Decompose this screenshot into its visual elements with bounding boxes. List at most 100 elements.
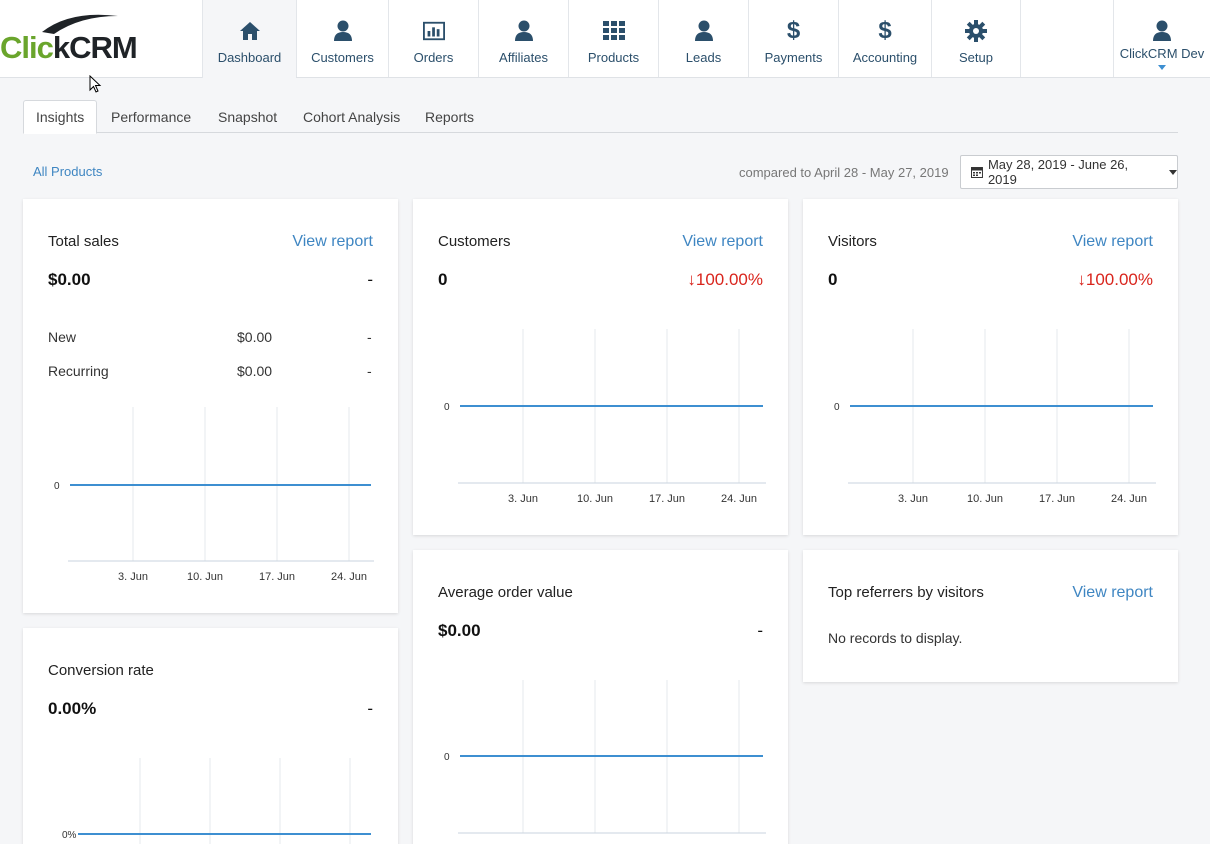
arrow-down-icon: ↓: [1077, 270, 1086, 289]
date-range-picker[interactable]: May 28, 2019 - June 26, 2019: [960, 155, 1178, 189]
clickcrm-logo[interactable]: ClickCRM: [0, 12, 200, 65]
card-value: $0.00: [48, 270, 91, 289]
nav-leads[interactable]: Leads: [658, 0, 748, 77]
tab-cohort-analysis[interactable]: Cohort Analysis: [303, 109, 401, 125]
nav-orders[interactable]: Orders: [388, 0, 478, 77]
row-label-new: New: [48, 329, 77, 345]
nav-label: Leads: [685, 50, 722, 65]
visitors-card: Visitors View report 0 ↓100.00% 0 3. Jun 1…: [803, 199, 1178, 535]
nav-label: Products: [587, 50, 640, 65]
nav-label: Dashboard: [217, 50, 282, 65]
user-icon: [332, 20, 354, 42]
insights-tabs: Insights Performance Snapshot Cohort Ana…: [23, 100, 1178, 134]
mouse-cursor-icon: [89, 75, 102, 93]
logo-text-crm: CRM: [69, 30, 138, 65]
x-tick-label: 3. Jun: [898, 493, 928, 505]
logo-text-k: k: [52, 30, 70, 65]
view-report-link[interactable]: View report: [1072, 233, 1153, 250]
customers-chart: 0 3. Jun 10. Jun 17. Jun 24. Jun: [444, 329, 766, 505]
card-value: 0: [828, 270, 838, 289]
card-value: $0.00: [438, 621, 481, 640]
view-report-link[interactable]: View report: [292, 233, 373, 250]
all-products-link[interactable]: All Products: [33, 164, 103, 179]
card-change: -: [367, 270, 373, 289]
user-icon: [1152, 20, 1172, 42]
card-change: -: [757, 621, 763, 640]
y-tick-label: 0: [834, 402, 840, 413]
x-tick-label: 24. Jun: [1111, 493, 1147, 505]
card-title: Top referrers by visitors: [828, 584, 984, 601]
nav-label: Affiliates: [499, 50, 548, 65]
tab-performance[interactable]: Performance: [111, 109, 192, 125]
card-title: Visitors: [828, 233, 877, 250]
top-referrers-card: Top referrers by visitors View report No…: [803, 550, 1178, 682]
chevron-down-icon: [1158, 65, 1166, 70]
aov-chart: 0: [444, 680, 766, 834]
x-tick-label: 24. Jun: [331, 571, 367, 583]
top-navbar: ClickCRM Dashboard Customers Orders Affi…: [0, 0, 1210, 78]
x-tick-label: 17. Jun: [1039, 493, 1075, 505]
row-value-recurring: $0.00: [237, 363, 273, 379]
card-change: ↓100.00%: [687, 270, 763, 289]
visitors-chart: 0 3. Jun 10. Jun 17. Jun 24. Jun: [834, 329, 1156, 505]
user-menu[interactable]: ClickCRM Dev: [1113, 0, 1210, 77]
gear-icon: [965, 20, 987, 42]
nav-accounting[interactable]: $ Accounting: [838, 0, 931, 77]
y-tick-label: 0: [54, 481, 60, 492]
home-icon: [239, 20, 261, 42]
nav-payments[interactable]: $ Payments: [748, 0, 838, 77]
y-tick-label: 0: [444, 752, 450, 763]
x-tick-label: 17. Jun: [259, 571, 295, 583]
nav-products[interactable]: Products: [568, 0, 658, 77]
nav-label: Customers: [311, 50, 374, 65]
y-tick-label: 0%: [62, 830, 77, 841]
row-change-new: -: [367, 329, 372, 345]
row-value-new: $0.00: [237, 329, 273, 345]
grid-icon: [602, 20, 625, 42]
x-tick-label: 10. Jun: [187, 571, 223, 583]
x-tick-label: 17. Jun: [649, 493, 685, 505]
row-label-recurring: Recurring: [48, 363, 109, 379]
nav-customers[interactable]: Customers: [296, 0, 388, 77]
nav-setup[interactable]: Setup: [931, 0, 1021, 77]
conversion-rate-chart: 0%: [62, 758, 371, 844]
card-change: -: [367, 699, 373, 718]
x-tick-label: 3. Jun: [118, 571, 148, 583]
card-title: Total sales: [48, 233, 119, 250]
row-change-recurring: -: [367, 363, 372, 379]
nav-label: Payments: [764, 50, 823, 65]
logo-text-click: Clic: [0, 30, 54, 65]
tab-insights[interactable]: Insights: [23, 100, 98, 134]
conversion-rate-card: Conversion rate 0.00% - 0%: [23, 628, 398, 844]
customers-card: Customers View report 0 ↓100.00% 0 3. Jun…: [413, 199, 788, 535]
view-report-link[interactable]: View report: [1072, 584, 1153, 601]
card-change: ↓100.00%: [1077, 270, 1153, 289]
date-range-text: May 28, 2019 - June 26, 2019: [987, 157, 1129, 187]
bar-chart-icon: [422, 20, 445, 42]
total-sales-card: Total sales View report $0.00 - New $0.0…: [23, 199, 398, 613]
chevron-down-icon: [1169, 169, 1177, 175]
x-tick-label: 3. Jun: [508, 493, 538, 505]
nav-label: Accounting: [852, 50, 918, 65]
user-icon: [513, 20, 535, 42]
card-title: Average order value: [438, 584, 573, 601]
user-name: ClickCRM Dev: [1119, 46, 1205, 61]
dollar-icon: $: [878, 17, 892, 44]
dollar-icon: $: [786, 17, 801, 44]
card-title: Conversion rate: [48, 662, 154, 679]
card-title: Customers: [438, 233, 511, 250]
average-order-value-card: Average order value $0.00 - 0: [413, 550, 788, 844]
nav-affiliates[interactable]: Affiliates: [478, 0, 568, 77]
empty-state-text: No records to display.: [828, 630, 963, 646]
calendar-icon: [971, 167, 983, 178]
nav-dashboard[interactable]: Dashboard: [202, 0, 296, 78]
tab-reports[interactable]: Reports: [425, 109, 475, 125]
view-report-link[interactable]: View report: [682, 233, 763, 250]
total-sales-chart: 0 3. Jun 10. Jun 17. Jun 24. Jun: [54, 407, 374, 583]
x-tick-label: 10. Jun: [967, 493, 1003, 505]
card-value: 0: [438, 270, 448, 289]
arrow-down-icon: ↓: [687, 270, 696, 289]
nav-label: Setup: [959, 50, 993, 65]
tab-snapshot[interactable]: Snapshot: [218, 109, 278, 125]
x-tick-label: 24. Jun: [721, 493, 757, 505]
